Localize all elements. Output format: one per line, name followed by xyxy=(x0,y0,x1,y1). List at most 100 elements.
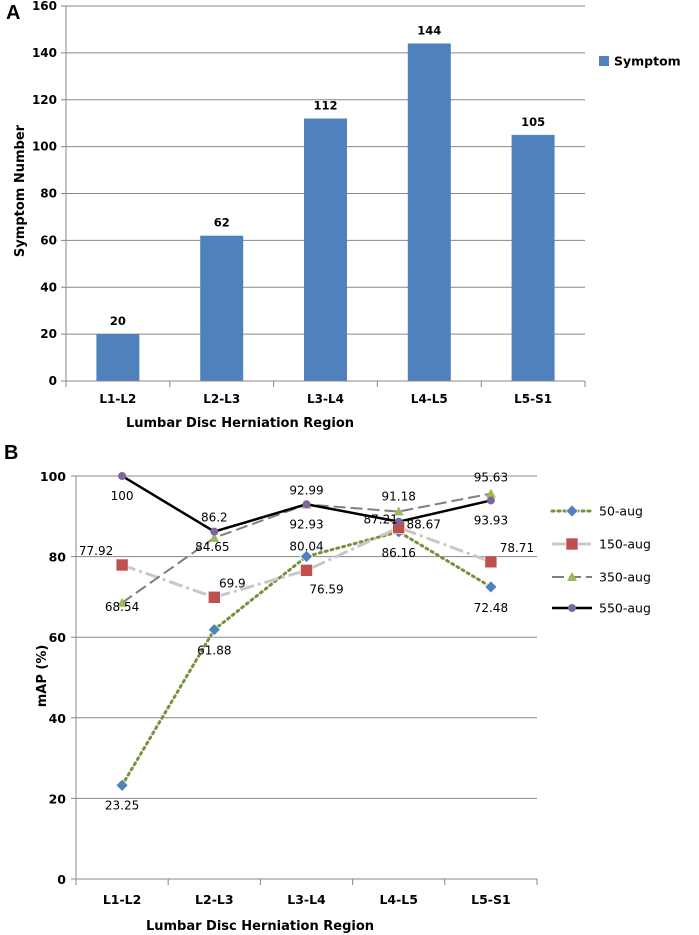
a-x-tick-label: L1-L2 xyxy=(99,392,136,406)
bar-value-label: 144 xyxy=(417,24,441,38)
marker-350-aug xyxy=(209,532,220,542)
b-legend-marker xyxy=(565,537,579,551)
marker-50-aug xyxy=(115,778,129,792)
a-y-tick-label: 160 xyxy=(32,0,57,13)
b-x-tick-label: L2-L3 xyxy=(195,892,234,907)
bar-value-label: 20 xyxy=(110,314,126,328)
a-y-tick-label: 60 xyxy=(40,233,57,247)
b-y-tick-label: 40 xyxy=(49,711,67,726)
panel-label-a: A xyxy=(6,2,20,24)
marker-50-aug xyxy=(207,623,221,637)
b-legend-marker xyxy=(567,572,577,581)
bar xyxy=(304,118,347,381)
data-label-150-aug: 87.21 xyxy=(364,513,398,527)
bar xyxy=(96,334,140,381)
b-legend-label: 550-aug xyxy=(599,601,651,616)
bar-chart-a: 20 62 112 144 105 0 20 40 60 80 100 120 140 160 L1-L… xyxy=(13,0,681,431)
a-y-tick-label: 0 xyxy=(49,374,57,388)
a-x-tick-label: L3-L4 xyxy=(307,392,344,406)
b-gridlines xyxy=(76,475,537,880)
b-y-tick-label: 100 xyxy=(40,469,66,484)
marker-350-aug xyxy=(117,597,128,607)
b-y-tick-label: 20 xyxy=(49,791,67,806)
marker-50-aug xyxy=(484,580,498,594)
b-x-tick-label: L1-L2 xyxy=(103,892,142,907)
b-legend-label: 150-aug xyxy=(599,537,651,552)
data-label-50-aug: 72.48 xyxy=(474,601,508,615)
b-y-tick-label: 0 xyxy=(57,872,66,887)
data-label-550-aug: 92.99 xyxy=(289,483,323,497)
a-y-tick-label: 20 xyxy=(40,327,57,341)
data-label-350-aug: 84.65 xyxy=(195,540,229,554)
a-bars: 20 62 112 144 105 xyxy=(96,24,555,381)
a-y-axis-title: Symptom Number xyxy=(13,124,28,257)
a-y-tick-label: 120 xyxy=(32,93,57,107)
a-y-tick-label: 40 xyxy=(40,280,57,294)
a-y-tick-label: 140 xyxy=(32,46,57,60)
bar xyxy=(200,235,244,381)
bar-value-label: 112 xyxy=(313,99,337,113)
data-label-550-aug: 88.67 xyxy=(407,518,441,532)
panel-label-b: B xyxy=(4,442,18,464)
data-label-150-aug: 69.9 xyxy=(219,576,246,590)
b-x-axis-title: Lumbar Disc Herniation Region xyxy=(146,919,374,934)
marker-50-aug xyxy=(300,550,313,563)
a-x-tick-label: L5-S1 xyxy=(514,392,552,406)
a-x-tick-label: L2-L3 xyxy=(203,392,240,406)
a-legend: Symptom xyxy=(599,54,681,69)
b-x-ticks: L1-L2 L2-L3 L3-L4 L4-L5 L5-S1 xyxy=(75,879,538,907)
marker-550-aug xyxy=(394,517,403,526)
b-y-tick-label: 60 xyxy=(49,630,67,645)
data-label-550-aug: 86.2 xyxy=(201,511,228,525)
b-y-tick-label: 80 xyxy=(49,550,67,565)
a-legend-label: Symptom xyxy=(614,54,681,69)
data-label-550-aug: 93.93 xyxy=(474,513,508,527)
a-y-ticks: 0 20 40 60 80 100 120 140 160 xyxy=(32,0,66,388)
b-x-tick-label: L5-S1 xyxy=(471,892,511,907)
b-legend-marker xyxy=(565,504,579,518)
bar xyxy=(511,134,555,381)
marker-150-aug xyxy=(484,555,498,569)
b-x-tick-label: L4-L5 xyxy=(379,892,418,907)
a-x-axis-title: Lumbar Disc Herniation Region xyxy=(126,416,354,431)
data-label-50-aug: 86.16 xyxy=(382,546,416,560)
data-label-150-aug: 77.92 xyxy=(79,544,113,558)
bar-value-label: 62 xyxy=(214,216,230,230)
b-x-tick-label: L3-L4 xyxy=(287,892,326,907)
data-label-350-aug: 95.63 xyxy=(474,471,508,485)
marker-150-aug xyxy=(300,564,313,577)
data-label-350-aug: 91.18 xyxy=(382,490,416,504)
data-label-150-aug: 78.71 xyxy=(500,541,534,555)
b-legend-label: 350-aug xyxy=(599,570,651,585)
marker-350-aug xyxy=(393,506,404,516)
data-label-550-aug: 100 xyxy=(111,489,134,503)
bar xyxy=(407,43,451,381)
a-y-tick-label: 80 xyxy=(40,187,57,201)
data-label-50-aug: 80.04 xyxy=(289,539,323,553)
marker-550-aug xyxy=(486,496,495,505)
b-data-labels: 23.25 61.88 80.04 86.16 72.48 77.92 69.9 76.59 8… xyxy=(79,471,534,813)
a-legend-swatch xyxy=(599,56,609,66)
b-markers xyxy=(115,472,498,792)
a-x-tick-label: L4-L5 xyxy=(411,392,448,406)
b-axes xyxy=(75,476,537,880)
a-x-ticks: L1-L2 L2-L3 L3-L4 L4-L5 L5-S1 xyxy=(65,381,586,406)
data-label-150-aug: 76.59 xyxy=(309,582,343,596)
b-y-ticks: 0 20 40 60 80 100 xyxy=(40,469,76,887)
data-label-350-aug: 92.93 xyxy=(289,517,323,531)
data-label-50-aug: 61.88 xyxy=(197,644,231,658)
marker-550-aug xyxy=(118,472,127,480)
bar-value-label: 105 xyxy=(521,115,545,129)
b-legend: 50-aug 150-aug 350-aug 550-aug xyxy=(550,504,651,616)
b-legend-label: 50-aug xyxy=(599,504,643,519)
marker-150-aug xyxy=(208,591,221,604)
b-legend-marker xyxy=(568,604,576,612)
marker-150-aug xyxy=(115,558,129,572)
line-chart-b: 23.25 61.88 80.04 86.16 72.48 77.92 69.9 76.59 8… xyxy=(35,469,651,934)
a-y-tick-label: 100 xyxy=(32,140,57,154)
b-y-axis-title: mAP (%) xyxy=(35,645,50,708)
marker-350-aug xyxy=(485,488,496,498)
marker-550-aug xyxy=(302,500,311,509)
data-label-350-aug: 68.54 xyxy=(105,600,139,614)
